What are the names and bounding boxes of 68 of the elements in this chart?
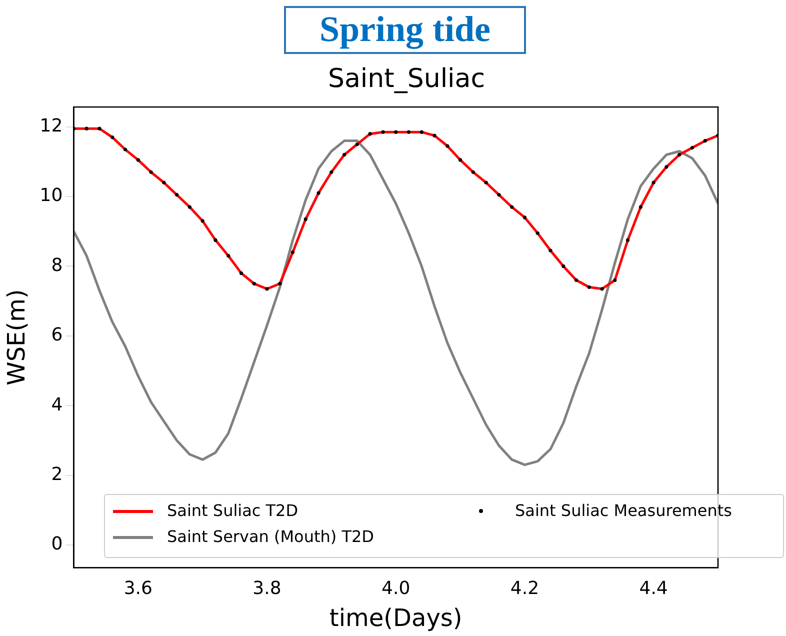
x-tick-label: 4.0 — [382, 578, 410, 600]
y-tick-label: 12 — [40, 116, 63, 137]
legend-label: Saint Suliac Measurements — [515, 501, 732, 520]
point — [188, 205, 192, 209]
point — [162, 180, 166, 184]
point — [536, 231, 540, 235]
point — [123, 148, 128, 152]
x-axis-title: time(Days) — [329, 604, 462, 632]
y-tick-label: 8 — [51, 254, 63, 276]
point — [200, 219, 204, 223]
point — [703, 138, 707, 143]
point — [510, 205, 514, 209]
point — [613, 278, 617, 282]
point — [600, 287, 604, 291]
x-tick-label: 4.2 — [510, 578, 540, 600]
point — [278, 282, 282, 286]
point — [497, 193, 501, 197]
point — [214, 238, 218, 242]
y-tick-label: 2 — [51, 464, 63, 485]
point — [136, 158, 140, 162]
point — [446, 144, 450, 148]
y-axis-title: WSE(m) — [2, 289, 31, 386]
point — [587, 285, 591, 289]
legend-label: Saint Servan (Mouth) T2D — [167, 527, 374, 546]
point — [574, 278, 578, 282]
point — [638, 205, 642, 209]
point — [432, 134, 436, 138]
point — [226, 254, 230, 258]
y-tick-label: 4 — [51, 394, 63, 416]
point — [626, 238, 630, 242]
point — [484, 180, 488, 184]
point — [548, 248, 552, 252]
point — [110, 136, 114, 140]
point — [98, 126, 102, 130]
point — [678, 152, 682, 157]
point — [420, 130, 424, 134]
point — [458, 158, 462, 162]
x-tick-label: 3.6 — [124, 578, 152, 600]
y-tick-label: 10 — [40, 185, 63, 206]
point — [690, 146, 694, 150]
point — [252, 282, 256, 286]
point — [149, 170, 153, 174]
point — [471, 170, 475, 174]
chart-title: Spring tide — [284, 6, 526, 54]
point — [174, 193, 179, 197]
point — [265, 287, 269, 291]
point — [330, 170, 334, 174]
point — [290, 250, 295, 254]
point — [664, 165, 668, 169]
point — [84, 126, 88, 130]
point — [394, 130, 398, 134]
point — [368, 132, 372, 136]
point — [239, 271, 244, 275]
point — [381, 130, 385, 134]
point — [316, 191, 320, 195]
point — [355, 142, 359, 146]
point — [406, 130, 411, 134]
point — [342, 152, 346, 157]
y-tick-label: 6 — [51, 324, 63, 346]
x-tick-label: 4.4 — [639, 578, 668, 600]
point — [652, 180, 656, 184]
point — [304, 217, 308, 221]
legend-label: Saint Suliac T2D — [167, 501, 298, 520]
point — [522, 216, 527, 220]
point — [562, 264, 566, 268]
chart-subtitle: Saint_Suliac — [327, 64, 486, 94]
x-tick-label: 3.8 — [252, 578, 282, 600]
y-tick-label: 0 — [51, 534, 63, 555]
